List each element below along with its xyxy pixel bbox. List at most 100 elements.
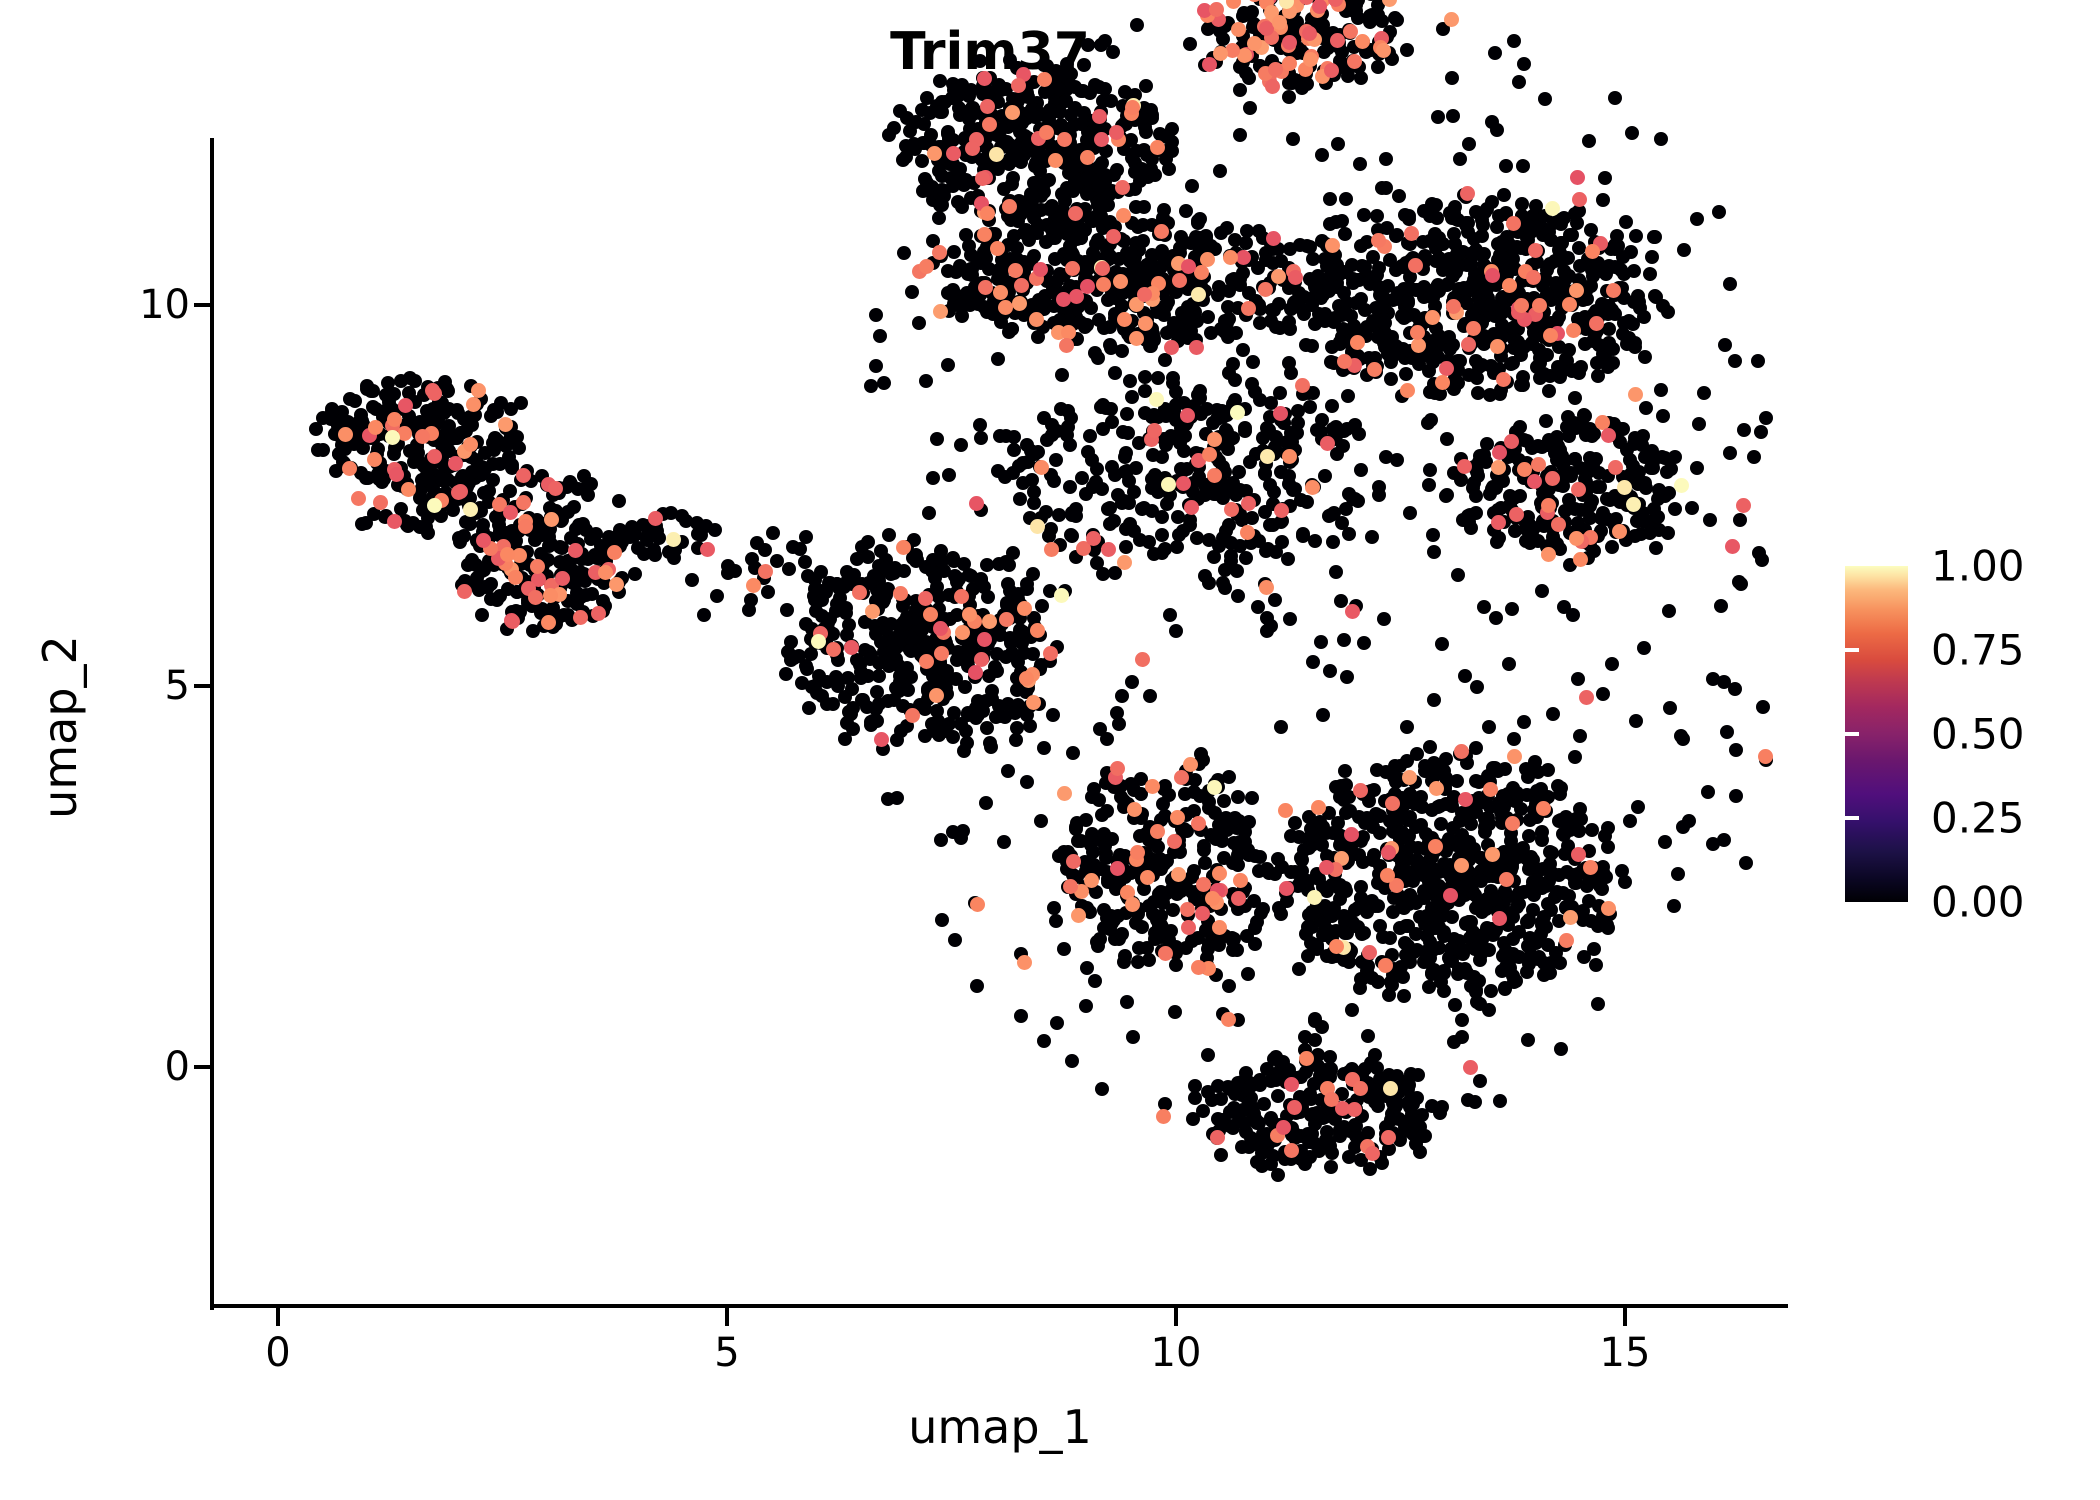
scatter-point (1403, 225, 1419, 241)
scatter-point (1158, 541, 1173, 556)
scatter-point (1536, 800, 1552, 816)
scatter-point (1253, 1072, 1268, 1087)
scatter-point (1352, 1080, 1368, 1096)
scatter-point (1746, 449, 1761, 464)
scatter-point (1227, 1100, 1242, 1115)
scatter-point (1173, 421, 1188, 436)
scatter-point (1095, 260, 1111, 276)
scatter-point (1187, 863, 1202, 878)
scatter-point (956, 556, 971, 571)
scatter-point (1354, 33, 1370, 49)
scatter-point (1129, 461, 1144, 476)
scatter-point (1541, 383, 1556, 398)
scatter-point (1056, 942, 1071, 957)
scatter-point (350, 491, 366, 507)
scatter-point (1073, 116, 1088, 131)
scatter-point (1637, 309, 1652, 324)
scatter-point (1036, 740, 1051, 755)
scatter-point (1379, 867, 1395, 883)
scatter-point (1263, 477, 1278, 492)
scatter-point (1217, 313, 1232, 328)
scatter-point (1337, 227, 1352, 242)
scatter-point (1223, 501, 1239, 517)
scatter-point (434, 438, 449, 453)
scatter-point (1441, 276, 1456, 291)
scatter-point (1593, 511, 1608, 526)
scatter-point (1123, 245, 1138, 260)
scatter-point (465, 464, 480, 479)
scatter-point (1514, 196, 1529, 211)
scatter-point (1725, 538, 1741, 554)
scatter-point (1125, 390, 1140, 405)
scatter-point (1110, 761, 1126, 777)
scatter-point (864, 378, 879, 393)
scatter-point (1653, 383, 1668, 398)
scatter-point (1401, 294, 1416, 308)
scatter-point (905, 285, 920, 300)
scatter-point (1030, 445, 1045, 460)
scatter-point (1071, 908, 1087, 924)
scatter-point (1481, 720, 1496, 735)
scatter-point (1272, 900, 1287, 915)
scatter-point (1155, 510, 1170, 525)
scatter-point (1102, 320, 1117, 335)
scatter-point (1567, 451, 1582, 466)
scatter-point (1002, 325, 1017, 340)
scatter-point (1294, 377, 1310, 393)
scatter-point (1424, 310, 1440, 326)
scatter-point (1266, 303, 1281, 318)
scatter-point (998, 299, 1014, 315)
scatter-point (1342, 803, 1357, 818)
scatter-point (1006, 442, 1021, 457)
scatter-point (1285, 434, 1300, 449)
scatter-point (1361, 944, 1377, 960)
scatter-point (799, 661, 814, 676)
scatter-point (1137, 199, 1152, 214)
scatter-point (470, 382, 486, 398)
scatter-point (498, 416, 514, 432)
scatter-point (354, 414, 369, 429)
scatter-point (1025, 567, 1040, 582)
scatter-point (1457, 836, 1472, 851)
scatter-point (1146, 422, 1162, 438)
scatter-point (930, 703, 945, 718)
scatter-point (311, 443, 326, 458)
scatter-point (1729, 742, 1744, 757)
scatter-point (1235, 265, 1250, 280)
scatter-point (932, 244, 948, 260)
scatter-point (1190, 815, 1206, 831)
scatter-point (949, 161, 964, 176)
scatter-point (1501, 656, 1516, 671)
scatter-point (1357, 208, 1372, 223)
scatter-point (1717, 337, 1732, 352)
scatter-point (933, 832, 948, 847)
scatter-point (504, 524, 519, 539)
scatter-point (1027, 495, 1042, 510)
scatter-point (1754, 424, 1769, 439)
scatter-point (1375, 43, 1391, 59)
scatter-point (1442, 887, 1458, 903)
scatter-point (1189, 530, 1204, 545)
scatter-point (1470, 371, 1485, 386)
scatter-point (780, 603, 795, 617)
scatter-point (1589, 355, 1604, 370)
scatter-point (1408, 927, 1423, 942)
scatter-point (1228, 326, 1243, 341)
scatter-point (462, 436, 478, 452)
scatter-point (1002, 198, 1018, 214)
scatter-point (1286, 1099, 1302, 1115)
scatter-point (1371, 329, 1386, 344)
scatter-point (1732, 513, 1747, 528)
scatter-point (1120, 407, 1135, 422)
scatter-point (1428, 226, 1443, 241)
scatter-point (1400, 939, 1415, 954)
scatter-point (1470, 679, 1485, 694)
scatter-point (1095, 422, 1110, 437)
scatter-point (885, 643, 900, 658)
scatter-point (980, 721, 995, 736)
scatter-point (965, 140, 981, 156)
scatter-point (426, 386, 442, 402)
scatter-point (1399, 382, 1415, 398)
scatter-point (415, 472, 430, 487)
scatter-point (678, 513, 693, 528)
